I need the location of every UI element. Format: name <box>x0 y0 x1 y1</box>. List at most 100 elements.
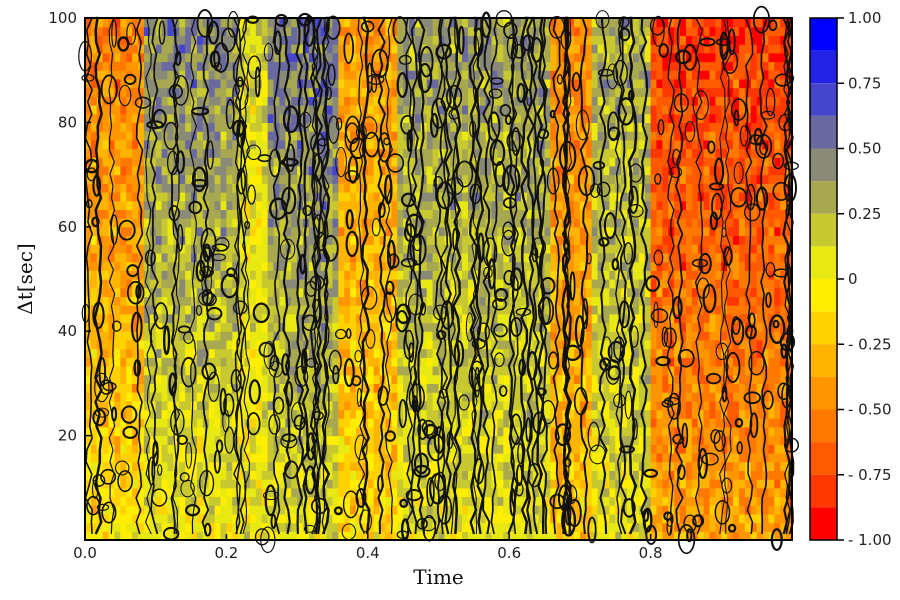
heatmap-cell <box>191 392 198 402</box>
heatmap-cell <box>208 348 216 358</box>
heatmap-cell <box>220 70 227 80</box>
heatmap-cell <box>503 348 510 358</box>
heatmap-cell <box>214 252 222 263</box>
heatmap-cell <box>338 192 345 202</box>
heatmap-cell <box>320 96 328 106</box>
heatmap-cell <box>409 61 416 71</box>
heatmap-cell <box>361 270 369 280</box>
heatmap-cell <box>520 435 528 445</box>
heatmap-cell <box>220 487 227 498</box>
heatmap-cell <box>108 357 116 367</box>
heatmap-cell <box>267 252 275 263</box>
heatmap-cell <box>467 287 475 297</box>
heatmap-cell <box>214 183 222 193</box>
heatmap-cell <box>426 209 434 219</box>
heatmap-cell <box>267 26 275 36</box>
heatmap-cell <box>114 470 121 480</box>
heatmap-cell <box>503 357 510 367</box>
heatmap-cell <box>574 392 581 402</box>
heatmap-cell <box>356 200 363 210</box>
heatmap-cell <box>444 70 451 80</box>
heatmap-cell <box>373 357 381 367</box>
heatmap-cell <box>532 487 540 498</box>
heatmap-cell <box>438 218 445 228</box>
heatmap-cell <box>338 70 345 80</box>
heatmap-cell <box>255 505 263 515</box>
heatmap-cell <box>444 531 451 541</box>
heatmap-cell <box>391 26 398 36</box>
heatmap-cell <box>132 61 139 71</box>
heatmap-cell <box>532 287 540 297</box>
heatmap-cell <box>90 165 98 176</box>
heatmap-cell <box>568 192 575 202</box>
heatmap-cell <box>414 305 422 315</box>
heatmap-cell <box>273 165 281 176</box>
heatmap-cell <box>291 461 298 471</box>
heatmap-cell <box>249 61 257 71</box>
heatmap-cell <box>285 26 292 36</box>
heatmap-cell <box>226 70 233 80</box>
heatmap-cell <box>297 357 304 367</box>
heatmap-cell <box>114 157 121 167</box>
heatmap-cell <box>515 392 522 402</box>
heatmap-cell <box>426 287 434 297</box>
heatmap-cell <box>379 78 387 89</box>
heatmap-cell <box>167 279 174 289</box>
heatmap-cell <box>450 409 457 419</box>
heatmap-cell <box>185 78 192 89</box>
heatmap-cell <box>114 235 121 245</box>
heatmap-cell <box>509 531 516 541</box>
heatmap-cell <box>244 235 251 245</box>
heatmap-cell <box>261 444 269 454</box>
heatmap-cell <box>138 200 145 210</box>
heatmap-cell <box>302 44 310 54</box>
heatmap-cell <box>155 131 163 141</box>
heatmap-cell <box>291 366 298 376</box>
heatmap-cell <box>214 218 222 228</box>
heatmap-cell <box>326 374 334 384</box>
heatmap-cell <box>126 61 133 71</box>
heatmap-cell <box>450 392 457 402</box>
heatmap-cell <box>120 505 127 515</box>
heatmap-cell <box>479 357 487 367</box>
heatmap-cell <box>556 296 563 306</box>
heatmap-cell <box>126 279 133 289</box>
heatmap-cell <box>497 148 504 158</box>
heatmap-cell <box>297 287 304 297</box>
heatmap-cell <box>556 305 563 315</box>
heatmap-cell <box>550 522 557 532</box>
heatmap-cell <box>326 52 334 63</box>
heatmap-cell <box>544 313 552 324</box>
heatmap-cell <box>232 105 239 115</box>
heatmap-cell <box>414 105 422 115</box>
heatmap-cell <box>438 339 445 350</box>
heatmap-cell <box>391 496 398 506</box>
heatmap-cell <box>155 313 163 324</box>
heatmap-cell <box>497 183 504 193</box>
heatmap-cell <box>220 461 227 471</box>
heatmap-cell <box>102 374 110 384</box>
heatmap-cell <box>196 453 204 463</box>
heatmap-cell <box>238 252 245 263</box>
heatmap-cell <box>226 287 233 297</box>
heatmap-cell <box>297 235 304 245</box>
heatmap-cell <box>167 392 174 402</box>
heatmap-cell <box>367 348 375 358</box>
heatmap-cell <box>143 331 151 341</box>
heatmap-cell <box>420 209 428 219</box>
heatmap-cell <box>344 339 351 350</box>
heatmap-cell <box>249 174 257 184</box>
heatmap-cell <box>544 200 552 210</box>
heatmap-cell <box>155 296 163 306</box>
heatmap-cell <box>479 70 487 80</box>
heatmap-cell <box>379 235 387 245</box>
heatmap-cell <box>297 105 304 115</box>
heatmap-cell <box>350 426 357 437</box>
heatmap-cell <box>550 383 557 393</box>
heatmap-cell <box>226 26 233 36</box>
heatmap-cell <box>444 270 451 280</box>
heatmap-cell <box>544 157 552 167</box>
heatmap-cell <box>214 157 222 167</box>
heatmap-cell <box>409 165 416 176</box>
heatmap-cell <box>356 287 363 297</box>
